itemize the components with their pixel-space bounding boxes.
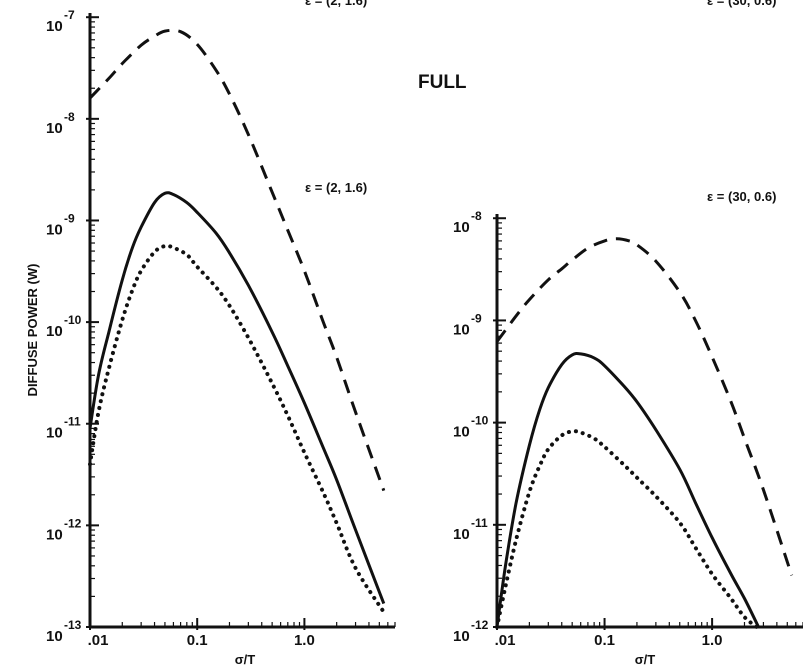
- y-tick-exponent: -7: [64, 8, 75, 22]
- x-tick-label: 0.1: [187, 632, 208, 649]
- y-tick-base: 10: [453, 219, 470, 236]
- right-x-axis-label: σ/T: [635, 652, 656, 667]
- y-tick-exponent: -9: [64, 211, 75, 225]
- series-dotted: [88, 243, 386, 615]
- y-tick-base: 10: [453, 526, 470, 543]
- y-tick-base: 10: [46, 526, 63, 543]
- y-tick-exponent: -11: [64, 415, 81, 429]
- y-tick-base: 10: [46, 120, 63, 137]
- y-tick-base: 10: [46, 323, 63, 340]
- x-tick-label: .01: [495, 632, 516, 649]
- y-tick-exponent: -10: [64, 313, 82, 327]
- right-top-annotation: ε = (30, 0.6): [707, 0, 776, 8]
- left-annotation: ε = (2, 1.6): [305, 180, 367, 195]
- y-tick-exponent: -12: [64, 516, 82, 530]
- right-annotation: ε = (30, 0.6): [707, 189, 776, 204]
- series-solid: [495, 352, 760, 628]
- y-tick-exponent: -13: [64, 618, 82, 632]
- y-tick-exponent: -11: [471, 516, 488, 530]
- y-tick-exponent: -8: [471, 209, 482, 223]
- y-tick-exponent: -8: [64, 110, 75, 124]
- left-x-axis-label: σ/T: [235, 652, 256, 667]
- series-dashed: [88, 28, 386, 492]
- x-tick-label: 1.0: [294, 632, 315, 649]
- y-tick-base: 10: [46, 425, 63, 442]
- y-tick-base: 10: [46, 18, 63, 35]
- y-tick-base: 10: [453, 628, 470, 645]
- x-tick-label: .01: [88, 632, 109, 649]
- series-dotted: [495, 429, 759, 629]
- x-tick-label: 1.0: [702, 632, 723, 649]
- left-top-annotation: ε = (2, 1.6): [305, 0, 367, 8]
- y-tick-base: 10: [46, 628, 63, 645]
- y-tick-exponent: -9: [471, 311, 482, 325]
- x-tick-label: 0.1: [594, 632, 615, 649]
- y-tick-base: 10: [453, 321, 470, 338]
- y-tick-base: 10: [46, 221, 63, 238]
- series-dashed: [495, 237, 794, 576]
- full-label: FULL: [418, 72, 467, 93]
- y-tick-exponent: -10: [471, 414, 489, 428]
- y-tick-exponent: -12: [471, 618, 489, 632]
- y-axis-label: DIFFUSE POWER (W): [25, 264, 40, 397]
- series-solid: [88, 191, 386, 605]
- y-tick-base: 10: [453, 424, 470, 441]
